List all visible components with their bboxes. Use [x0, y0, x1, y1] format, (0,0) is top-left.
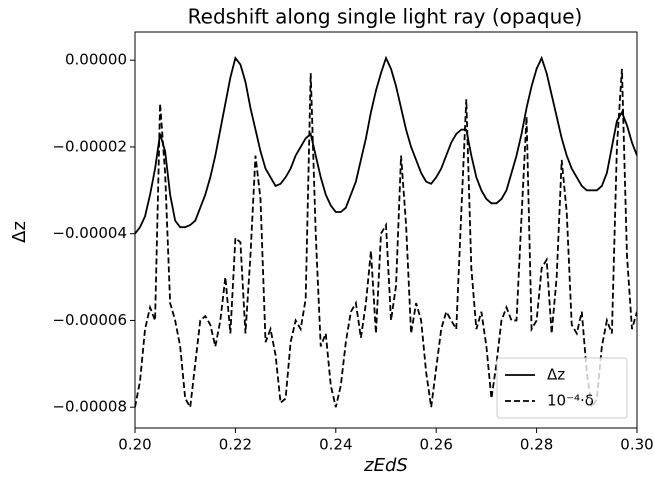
legend-box — [496, 357, 628, 419]
y-tick-label: 0.00000 — [65, 51, 127, 69]
x-tick-label: 0.24 — [319, 436, 352, 454]
x-tick-label: 0.26 — [419, 436, 452, 454]
x-tick-label: 0.22 — [219, 436, 252, 454]
y-tick-label: −0.00002 — [52, 137, 127, 155]
x-axis-label: zEdS — [363, 455, 408, 476]
y-axis-label: Δz — [9, 221, 30, 243]
data-line — [135, 68, 637, 410]
legend-label: 10⁻⁴·δ — [547, 392, 594, 410]
y-tick-label: −0.00004 — [52, 224, 127, 242]
y-tick-label: −0.00006 — [52, 311, 127, 329]
x-tick-label: 0.20 — [118, 436, 151, 454]
legend-label: Δz — [547, 366, 565, 384]
x-tick-label: 0.28 — [520, 436, 553, 454]
x-tick-label: 0.30 — [620, 436, 653, 454]
plot-frame — [134, 31, 638, 429]
y-tick-label: −0.00008 — [52, 398, 127, 416]
data-line — [135, 55, 637, 235]
chart-title: Redshift along single light ray (opaque) — [188, 5, 583, 29]
